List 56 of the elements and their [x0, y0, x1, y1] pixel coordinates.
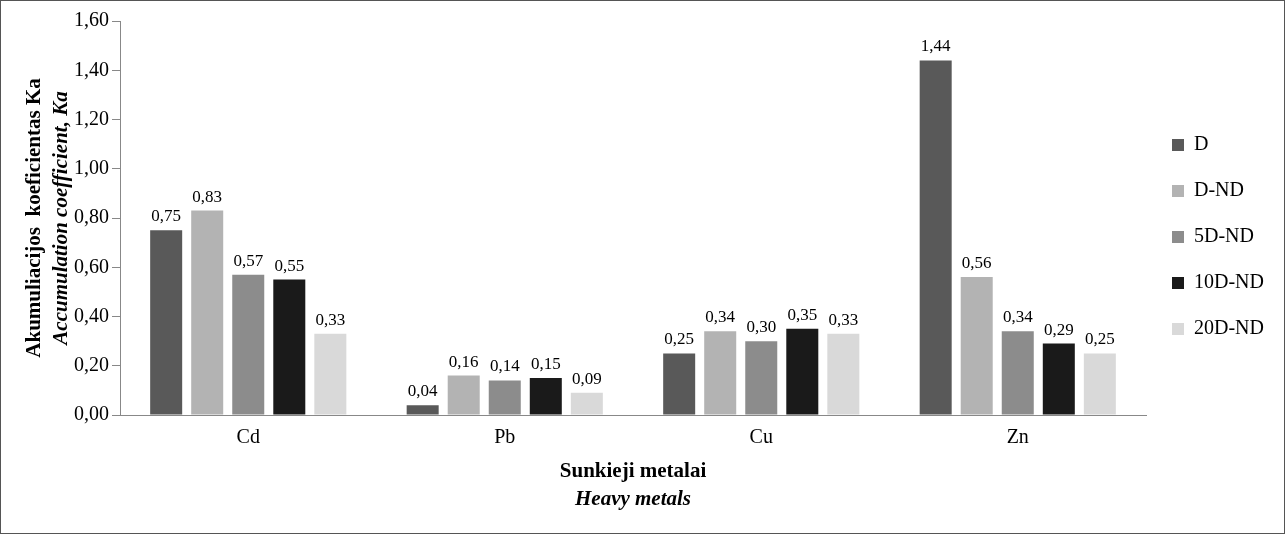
x-axis-title: Sunkieji metalai Heavy metals — [559, 458, 707, 511]
data-label: 0,15 — [530, 354, 561, 374]
legend-label: D-ND — [1194, 178, 1245, 201]
data-label: 1,44 — [920, 36, 952, 56]
y-tick-label: 0,20 — [74, 353, 109, 375]
x-tick-label: Pb — [494, 425, 516, 448]
data-label: 0,25 — [664, 329, 695, 349]
y-tick-label: 0,40 — [74, 303, 109, 326]
bar — [570, 392, 603, 415]
legend-label: 10D-ND — [1194, 270, 1265, 293]
bar — [191, 210, 224, 415]
data-label: 0,33 — [828, 309, 859, 329]
data-label: 0,35 — [787, 304, 818, 324]
y-tick-label: 1,60 — [74, 8, 109, 31]
bar — [529, 378, 562, 415]
x-tick-label: Zn — [1006, 425, 1029, 448]
bar — [786, 328, 819, 415]
legend-label: 20D-ND — [1194, 316, 1265, 339]
x-tick-label: Cd — [236, 425, 260, 448]
data-label: 0,25 — [1084, 329, 1115, 349]
bar — [273, 279, 306, 415]
data-label: 0,04 — [407, 381, 439, 401]
y-tick-label: 0,80 — [74, 205, 109, 228]
y-tick-label: 1,40 — [74, 57, 109, 80]
bar — [150, 230, 183, 415]
x-tick-label: Cu — [749, 425, 773, 448]
data-label: 0,57 — [233, 250, 264, 270]
bar — [1083, 353, 1116, 415]
data-label: 0,29 — [1043, 319, 1074, 339]
bar — [314, 333, 347, 415]
y-axis-title: Akumuliacijos koeficientas Ka Accumulation coefficient, Ka — [21, 77, 73, 358]
y-tick-label: 0,00 — [74, 402, 109, 425]
data-label: 0,16 — [448, 351, 479, 371]
bar — [1042, 343, 1075, 415]
data-label: 0,55 — [274, 255, 305, 275]
data-label: 0,34 — [705, 307, 736, 327]
y-tick-label: 1,00 — [74, 156, 109, 178]
bar — [704, 331, 737, 415]
bar — [406, 405, 439, 415]
data-label: 0,83 — [192, 186, 223, 206]
bar — [960, 277, 993, 415]
bar — [447, 375, 480, 415]
data-label: 0,56 — [961, 253, 992, 273]
data-label: 0,09 — [571, 368, 602, 388]
bar — [919, 60, 952, 415]
data-label: 0,34 — [1002, 307, 1034, 327]
data-label: 0,75 — [151, 206, 182, 226]
data-label: 0,30 — [746, 317, 777, 337]
legend-label: D — [1194, 132, 1209, 155]
y-tick-label: 0,60 — [74, 254, 109, 277]
bar — [663, 353, 696, 415]
legend-label: 5D-ND — [1194, 224, 1255, 247]
data-label: 0,33 — [315, 309, 346, 329]
y-tick-label: 1,20 — [74, 106, 109, 129]
data-label: 0,14 — [489, 356, 521, 376]
bar — [827, 333, 860, 415]
